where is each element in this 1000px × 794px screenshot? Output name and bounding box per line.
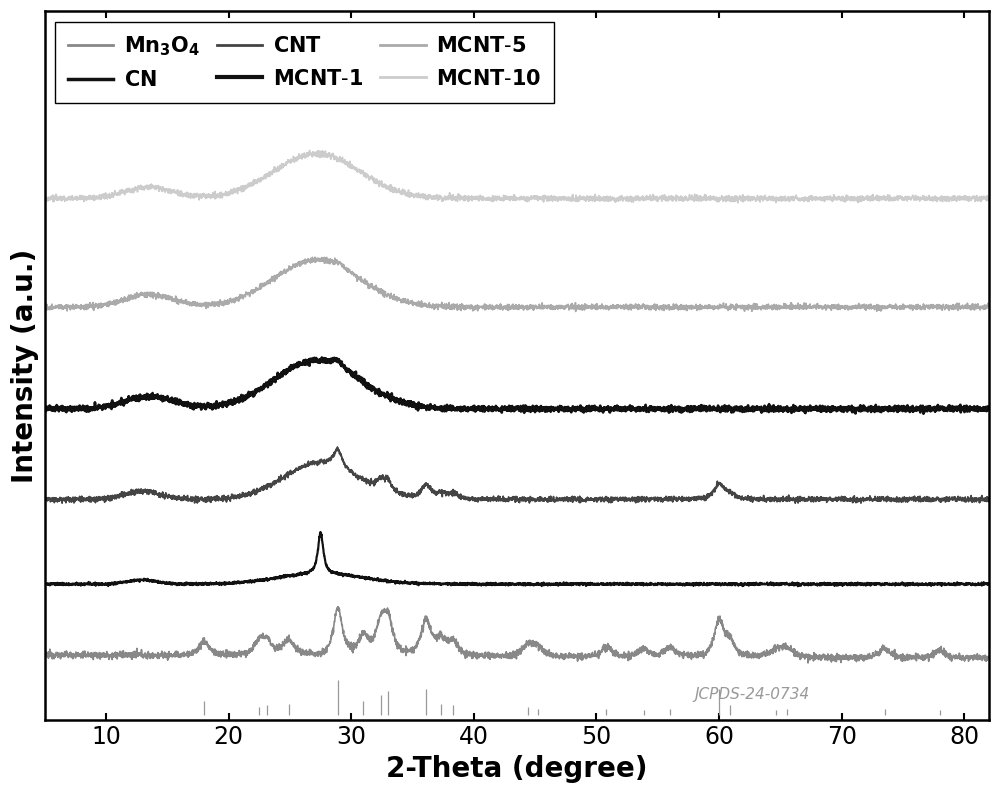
X-axis label: 2-Theta (degree): 2-Theta (degree) xyxy=(386,755,648,783)
Y-axis label: Intensity (a.u.): Intensity (a.u.) xyxy=(11,249,39,483)
Legend: $\mathbf{Mn_3O_4}$, $\mathbf{CN}$, $\mathbf{CNT}$, $\mathbf{MCNT\text{-}1}$, $\m: $\mathbf{Mn_3O_4}$, $\mathbf{CN}$, $\mat… xyxy=(55,21,554,102)
Text: JCPDS-24-0734: JCPDS-24-0734 xyxy=(695,688,810,702)
